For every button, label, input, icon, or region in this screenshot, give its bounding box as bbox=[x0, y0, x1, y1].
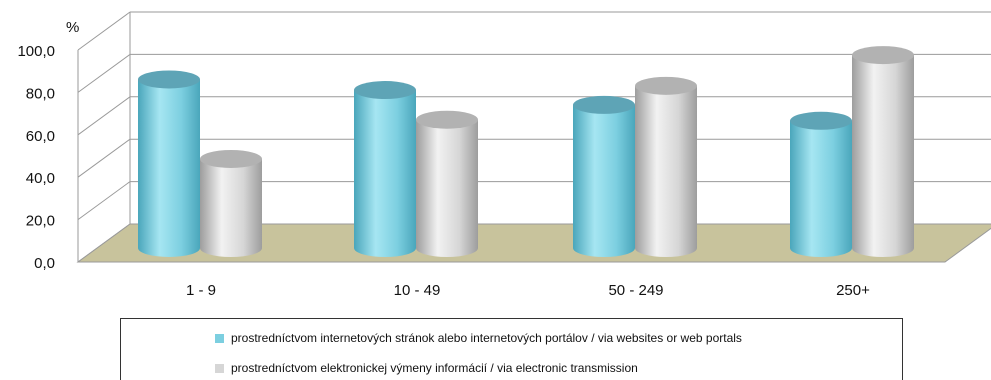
bar-body bbox=[573, 104, 635, 258]
gridlines bbox=[76, 11, 991, 263]
bar bbox=[573, 95, 635, 258]
category-labels: 1 - 9 10 - 49 50 - 249 250+ bbox=[186, 282, 870, 299]
category-label: 10 - 49 bbox=[394, 282, 441, 299]
bar bbox=[852, 46, 914, 257]
bar-top bbox=[790, 111, 852, 130]
bar-body bbox=[354, 90, 416, 257]
legend-label-websites: prostredníctvom internetových stránok al… bbox=[231, 331, 742, 345]
y-tick-label: 40,0 bbox=[26, 170, 55, 187]
category-label: 250+ bbox=[836, 282, 870, 299]
bar bbox=[200, 149, 262, 257]
legend-swatch-electronic bbox=[215, 363, 224, 373]
gridline-side bbox=[77, 53, 131, 93]
bar-top bbox=[635, 76, 697, 95]
gridline-side bbox=[77, 11, 131, 51]
bar-top bbox=[138, 70, 200, 89]
bar-body bbox=[200, 158, 262, 257]
bar-body bbox=[138, 79, 200, 257]
bar-top bbox=[200, 149, 262, 168]
category-label: 1 - 9 bbox=[186, 282, 216, 299]
legend-label-electronic: prostredníctvom elektronickej výmeny inf… bbox=[231, 361, 638, 375]
y-tick-label: 100,0 bbox=[17, 43, 55, 60]
category-label: 50 - 249 bbox=[608, 282, 663, 299]
legend-item-websites: prostredníctvom internetových stránok al… bbox=[215, 331, 742, 345]
y-tick-label: 0,0 bbox=[34, 255, 55, 272]
y-unit-label: % bbox=[66, 19, 79, 36]
bar-top bbox=[354, 81, 416, 100]
gridline-side bbox=[77, 96, 131, 136]
chart-floor bbox=[76, 223, 991, 263]
y-tick-label: 60,0 bbox=[26, 128, 55, 145]
bar-body bbox=[852, 55, 914, 257]
legend-swatch-websites bbox=[215, 333, 224, 343]
y-tick-label: 20,0 bbox=[26, 213, 55, 230]
y-tick-label: 80,0 bbox=[26, 85, 55, 102]
bar bbox=[790, 111, 852, 257]
gridline-side bbox=[77, 181, 131, 221]
bar bbox=[354, 81, 416, 257]
bar bbox=[138, 70, 200, 257]
bar-top bbox=[852, 46, 914, 65]
bar-top bbox=[416, 110, 478, 129]
bar-body bbox=[416, 119, 478, 258]
legend: prostredníctvom internetových stránok al… bbox=[120, 318, 903, 380]
legend-item-electronic: prostredníctvom elektronickej výmeny inf… bbox=[215, 361, 638, 375]
bar bbox=[416, 110, 478, 258]
gridline-side bbox=[77, 138, 131, 178]
bar-body bbox=[635, 85, 697, 257]
bars bbox=[138, 46, 914, 258]
chart: 0,0 20,0 40,0 60,0 80,0 100,0 1 - 9 10 - 49 50 … bbox=[17, 11, 991, 299]
y-axis-ticks: 0,0 20,0 40,0 60,0 80,0 100,0 bbox=[17, 43, 55, 272]
bar-body bbox=[790, 120, 852, 257]
bar bbox=[635, 76, 697, 257]
bar-top bbox=[573, 95, 635, 114]
